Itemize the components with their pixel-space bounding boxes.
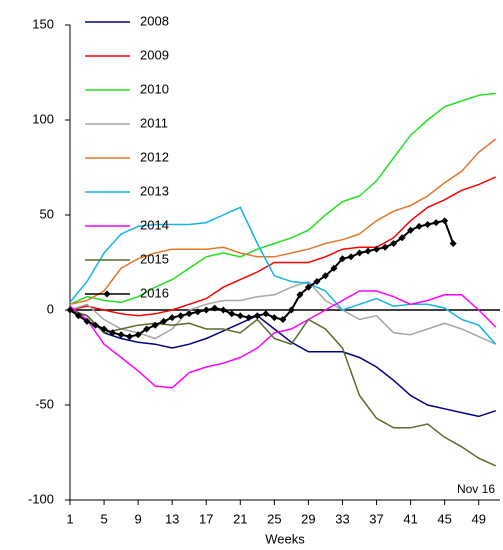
x-tick-label: 13 (165, 511, 179, 526)
series-marker (432, 219, 440, 227)
series-marker (390, 240, 398, 247)
series-marker (245, 314, 253, 322)
series-marker (66, 306, 74, 314)
series-marker (134, 331, 142, 339)
x-tick-label: 1 (66, 511, 73, 526)
series-marker (92, 321, 100, 329)
x-axis-label: Weeks (265, 531, 305, 546)
series-marker (168, 314, 176, 322)
series-marker (211, 304, 219, 312)
series-marker (449, 240, 457, 247)
series-line (69, 219, 455, 338)
series-marker (117, 331, 125, 339)
legend-marker (103, 290, 111, 298)
x-tick-label: 9 (135, 511, 142, 526)
series-line (69, 206, 497, 345)
annotation: Nov 16 (457, 482, 495, 496)
legend-label: 2010 (140, 81, 169, 96)
y-tick-label: 100 (32, 111, 54, 126)
series-line (69, 309, 496, 418)
series-line (69, 176, 497, 317)
series-marker (338, 255, 346, 263)
series-marker (143, 325, 151, 333)
x-tick-label: 29 (301, 511, 315, 526)
series-marker (219, 306, 227, 314)
series-line (69, 138, 497, 306)
y-tick-label: 0 (47, 301, 54, 316)
series-marker (83, 317, 91, 325)
x-tick-label: 33 (335, 511, 349, 526)
series-marker (202, 306, 210, 314)
y-tick-label: -50 (35, 396, 54, 411)
series-marker (381, 243, 389, 251)
series-marker (441, 217, 449, 225)
series-marker (364, 247, 372, 255)
series-marker (296, 291, 304, 299)
series-marker (415, 222, 423, 230)
series-marker (321, 272, 329, 280)
series-marker (236, 312, 244, 320)
series-marker (279, 316, 287, 323)
legend-label: 2011 (140, 115, 168, 130)
legend-label: 2013 (140, 183, 169, 198)
legend-label: 2008 (140, 13, 169, 28)
series-marker (356, 249, 364, 257)
legend-label: 2016 (140, 285, 169, 300)
legend-label: 2014 (140, 217, 169, 232)
series-marker (194, 308, 202, 316)
y-tick-label: -100 (28, 491, 54, 506)
x-tick-label: 25 (267, 511, 281, 526)
x-tick-label: 5 (100, 511, 107, 526)
y-tick-label: 50 (40, 206, 54, 221)
series-marker (287, 306, 295, 314)
legend-label: 2012 (140, 149, 169, 164)
series-marker (109, 329, 117, 337)
series-marker (160, 317, 168, 325)
series-line (69, 290, 497, 389)
x-tick-label: 17 (199, 511, 213, 526)
series-marker (407, 226, 415, 234)
series-marker (330, 264, 338, 272)
legend-label: 2015 (140, 251, 169, 266)
x-tick-label: 21 (233, 511, 247, 526)
series-line (69, 92, 496, 305)
series-marker (151, 321, 159, 329)
series-marker (100, 325, 108, 333)
x-tick-label: 37 (369, 511, 383, 526)
series-marker (347, 253, 355, 261)
series-marker (126, 333, 134, 341)
series-marker (262, 310, 270, 318)
y-tick-label: 150 (32, 16, 54, 31)
legend-label: 2009 (140, 47, 169, 62)
series-marker (228, 310, 236, 318)
series-marker (75, 312, 83, 320)
series-line (69, 309, 497, 467)
series-marker (313, 278, 321, 285)
series-marker (253, 312, 261, 320)
x-tick-label: 45 (437, 511, 451, 526)
series-marker (177, 312, 185, 320)
series-marker (185, 310, 193, 318)
x-tick-label: 49 (471, 511, 485, 526)
x-tick-label: 41 (403, 511, 417, 526)
series-marker (424, 221, 432, 228)
series-marker (304, 283, 312, 291)
series-marker (270, 314, 278, 322)
series-marker (398, 234, 406, 242)
series-marker (373, 245, 381, 253)
